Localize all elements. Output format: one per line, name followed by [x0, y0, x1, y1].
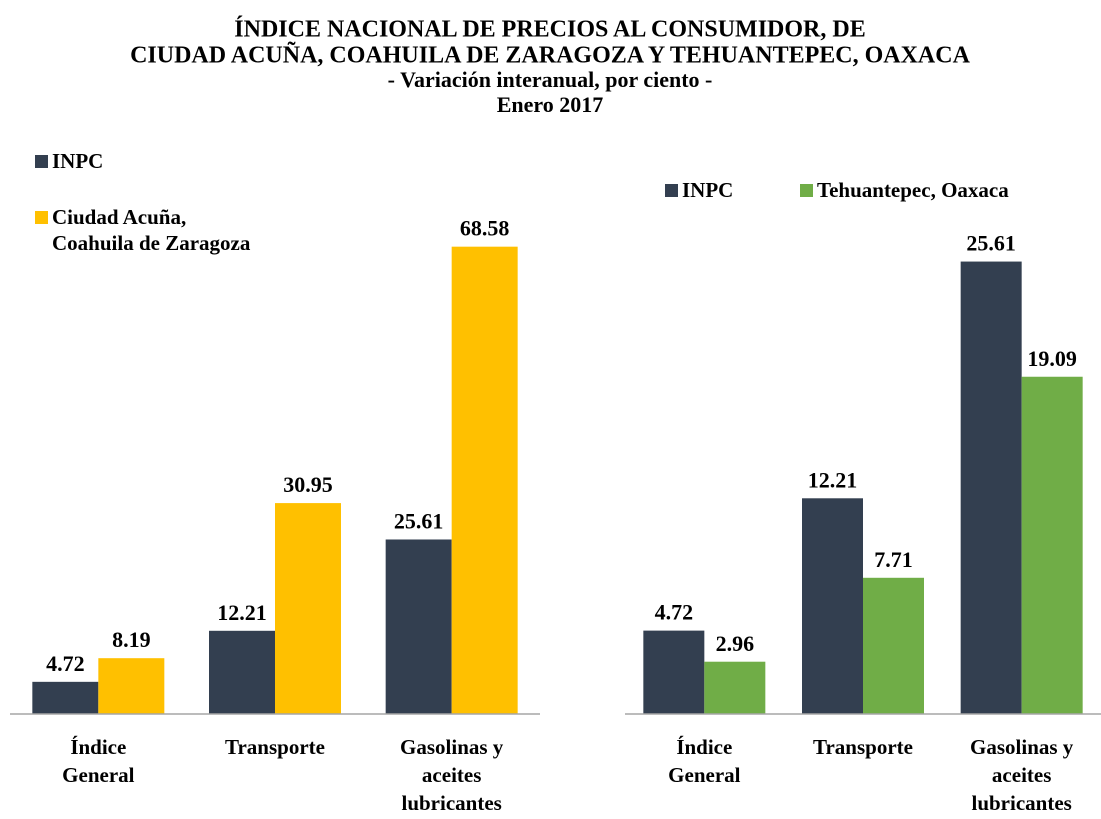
- data-label: 19.09: [1027, 346, 1077, 371]
- bar: [451, 246, 518, 715]
- bar: [209, 630, 275, 714]
- bar: [704, 661, 766, 714]
- x-tick-label: Gasolinas y: [970, 735, 1074, 759]
- legend-entry: Tehuantepec, Oaxaca: [800, 177, 1009, 203]
- x-tick-label: aceites: [422, 763, 481, 787]
- x-tick-label: lubricantes: [971, 791, 1071, 815]
- bar: [863, 577, 924, 714]
- legend-label: Tehuantepec, Oaxaca: [817, 178, 1009, 202]
- data-label: 30.95: [283, 472, 333, 497]
- data-label: 8.19: [112, 627, 151, 652]
- title-line: CIUDAD ACUÑA, COAHUILA DE ZARAGOZA Y TEH…: [130, 43, 971, 69]
- legend-label: INPC: [52, 149, 104, 173]
- legend-swatch: [665, 184, 678, 197]
- x-tick-label: Transporte: [225, 735, 325, 759]
- data-label: 4.72: [46, 651, 85, 676]
- bar: [960, 261, 1022, 714]
- legend-swatch: [35, 211, 48, 224]
- legend-entry: Ciudad Acuña, Coahuila de Zaragoza: [35, 204, 257, 256]
- legend-entry: INPC: [665, 177, 733, 203]
- bar: [643, 630, 705, 714]
- x-tick-label: Índice: [676, 735, 732, 759]
- subtitle-line: - Variación interanual, por ciento -: [388, 67, 713, 92]
- data-label: 7.71: [874, 547, 913, 572]
- bar: [802, 498, 863, 714]
- bar: [98, 658, 165, 714]
- x-tick-label: Índice: [70, 735, 126, 759]
- x-tick-label: Transporte: [813, 735, 913, 759]
- legend-label: INPC: [682, 178, 734, 202]
- legend-label: Ciudad Acuña, Coahuila de Zaragoza: [52, 205, 251, 255]
- bar: [1021, 376, 1083, 714]
- data-label: 12.21: [217, 600, 267, 625]
- bar: [275, 503, 341, 714]
- title-line: ÍNDICE NACIONAL DE PRECIOS AL CONSUMIDOR…: [234, 17, 865, 43]
- bar: [32, 681, 99, 714]
- x-tick-label: aceites: [992, 763, 1051, 787]
- bar: [385, 539, 452, 714]
- x-tick-label: General: [668, 763, 740, 787]
- subtitle-line: Enero 2017: [497, 92, 604, 117]
- data-label: 4.72: [655, 600, 694, 625]
- data-label: 68.58: [460, 216, 510, 241]
- data-label: 25.61: [394, 509, 444, 534]
- x-tick-label: Gasolinas y: [400, 735, 504, 759]
- legend-entry: INPC: [35, 148, 103, 174]
- x-tick-label: lubricantes: [401, 791, 501, 815]
- legend-swatch: [800, 184, 813, 197]
- x-tick-label: General: [62, 763, 134, 787]
- legend-swatch: [35, 155, 48, 168]
- data-label: 25.61: [966, 231, 1016, 256]
- data-label: 12.21: [808, 467, 858, 492]
- data-label: 2.96: [716, 631, 755, 656]
